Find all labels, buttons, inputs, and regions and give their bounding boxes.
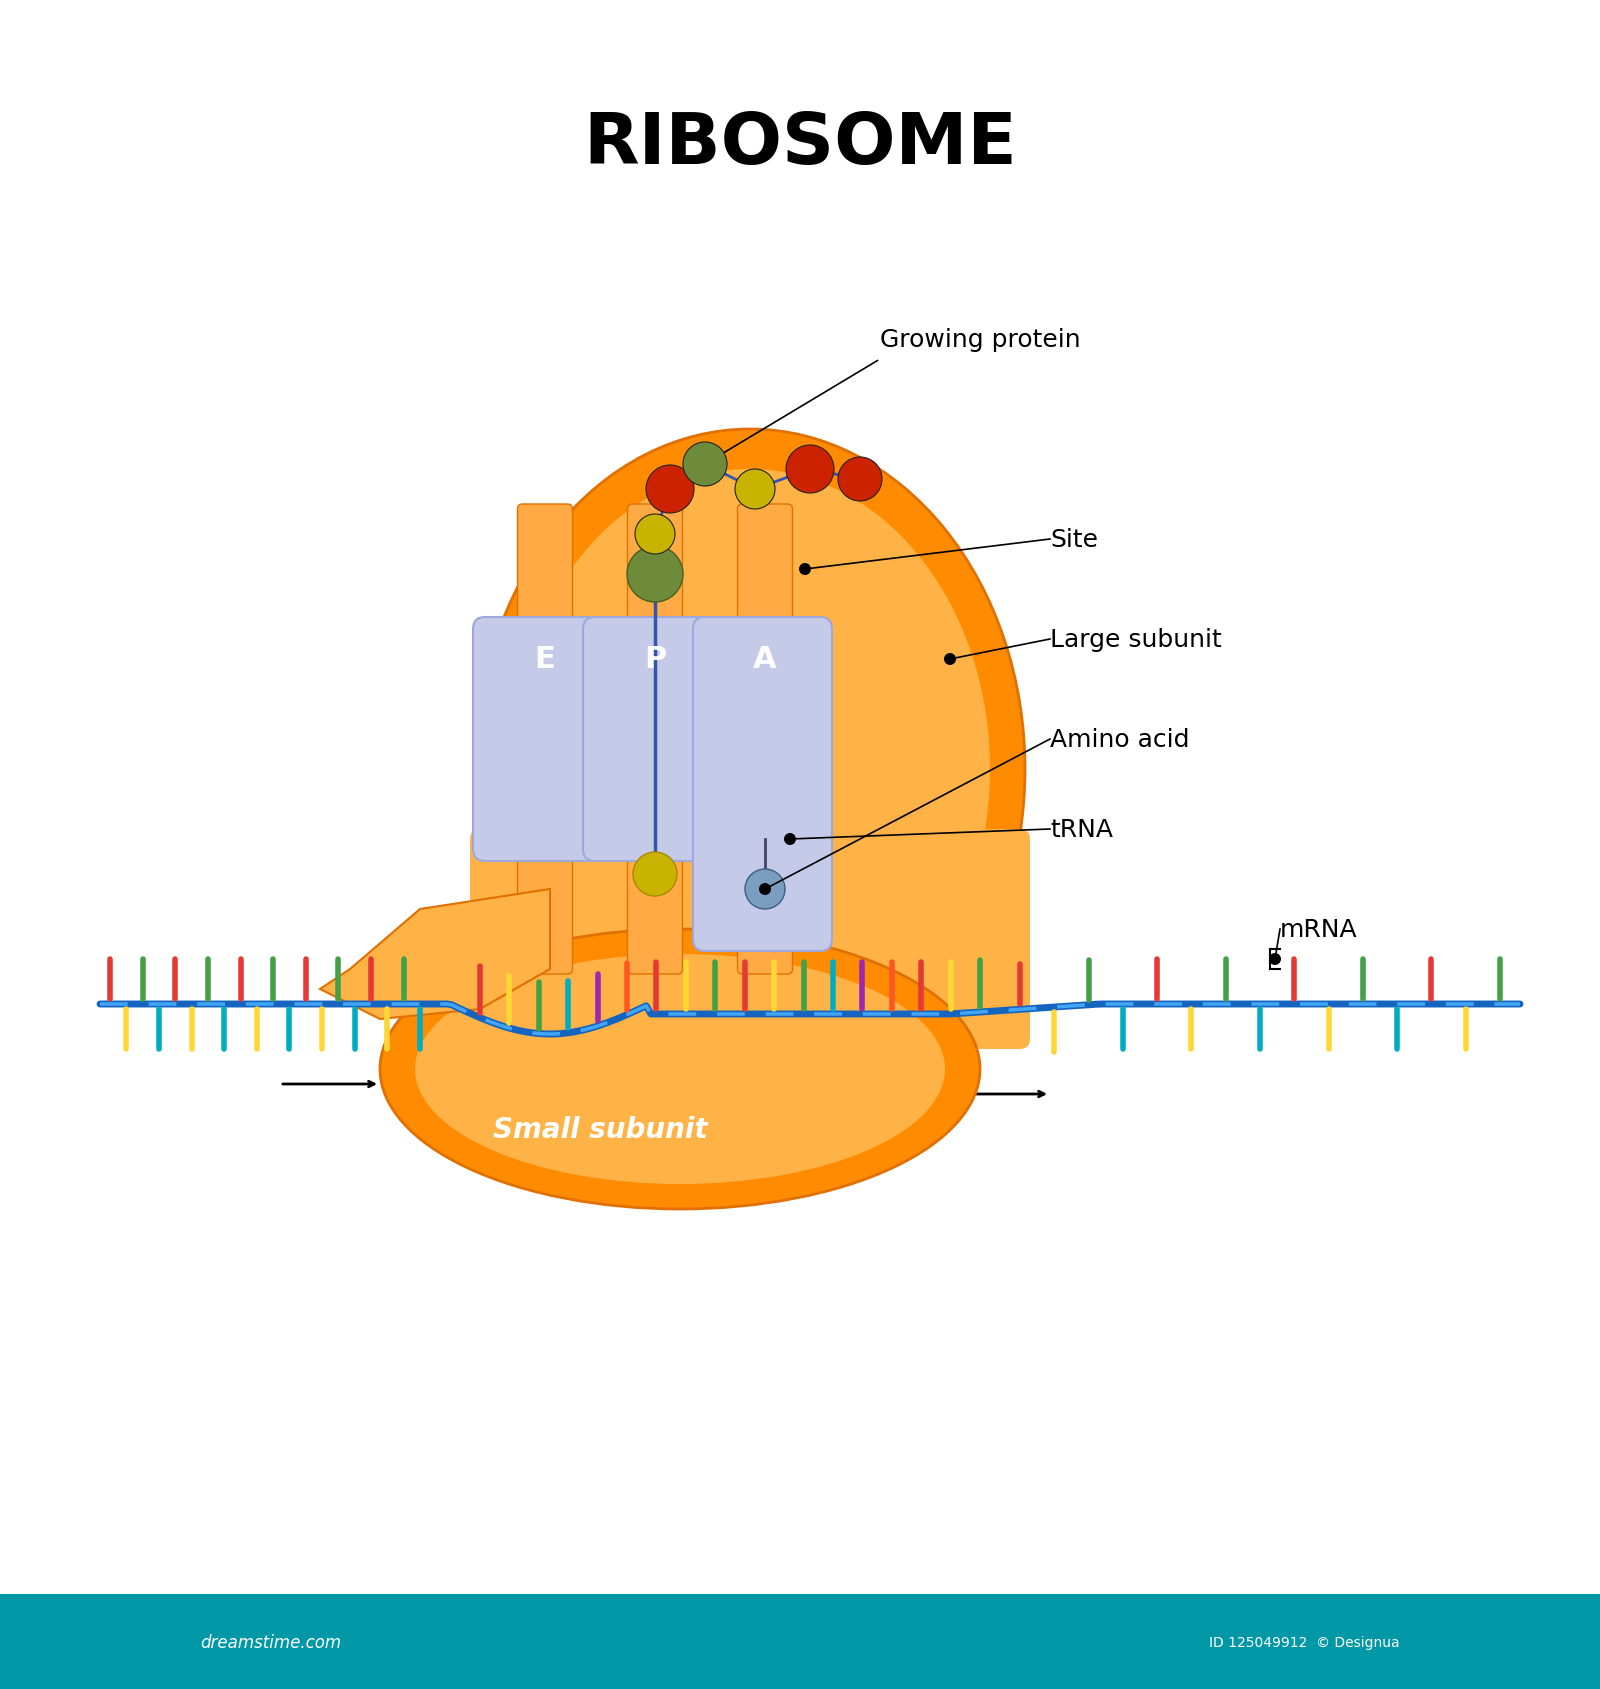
FancyBboxPatch shape <box>627 505 683 975</box>
Text: P: P <box>643 645 666 674</box>
Circle shape <box>944 654 957 665</box>
Circle shape <box>627 547 683 603</box>
Text: RIBOSOME: RIBOSOME <box>582 110 1018 179</box>
Text: tRNA: tRNA <box>1050 817 1114 841</box>
FancyBboxPatch shape <box>693 618 832 951</box>
Text: Growing protein: Growing protein <box>880 328 1080 351</box>
Text: Large subunit: Large subunit <box>1050 628 1222 652</box>
Text: Site: Site <box>1050 527 1098 552</box>
Text: dreamstime.com: dreamstime.com <box>200 1633 341 1652</box>
Circle shape <box>758 883 771 895</box>
Circle shape <box>1269 953 1282 966</box>
Circle shape <box>634 853 677 897</box>
Text: Amino acid: Amino acid <box>1050 728 1189 752</box>
Polygon shape <box>320 890 550 1020</box>
Circle shape <box>635 515 675 554</box>
Ellipse shape <box>381 929 979 1209</box>
Text: E: E <box>534 645 555 674</box>
Circle shape <box>746 870 786 909</box>
Circle shape <box>786 446 834 493</box>
Circle shape <box>646 466 694 513</box>
Ellipse shape <box>475 429 1026 1110</box>
Text: A: A <box>754 645 778 674</box>
Text: ID 125049912  © Designua: ID 125049912 © Designua <box>1210 1635 1400 1648</box>
Circle shape <box>734 470 774 510</box>
FancyBboxPatch shape <box>474 618 606 861</box>
Ellipse shape <box>414 954 946 1184</box>
Circle shape <box>838 458 882 502</box>
Text: mRNA: mRNA <box>1280 917 1358 941</box>
Bar <box>0 1594 1600 1689</box>
FancyBboxPatch shape <box>738 505 792 975</box>
Circle shape <box>683 443 726 486</box>
FancyBboxPatch shape <box>517 505 573 975</box>
FancyBboxPatch shape <box>582 618 717 861</box>
Circle shape <box>798 564 811 576</box>
Text: Small subunit: Small subunit <box>493 1115 707 1143</box>
Ellipse shape <box>510 470 990 1069</box>
Circle shape <box>784 833 797 846</box>
FancyBboxPatch shape <box>470 829 1030 1049</box>
